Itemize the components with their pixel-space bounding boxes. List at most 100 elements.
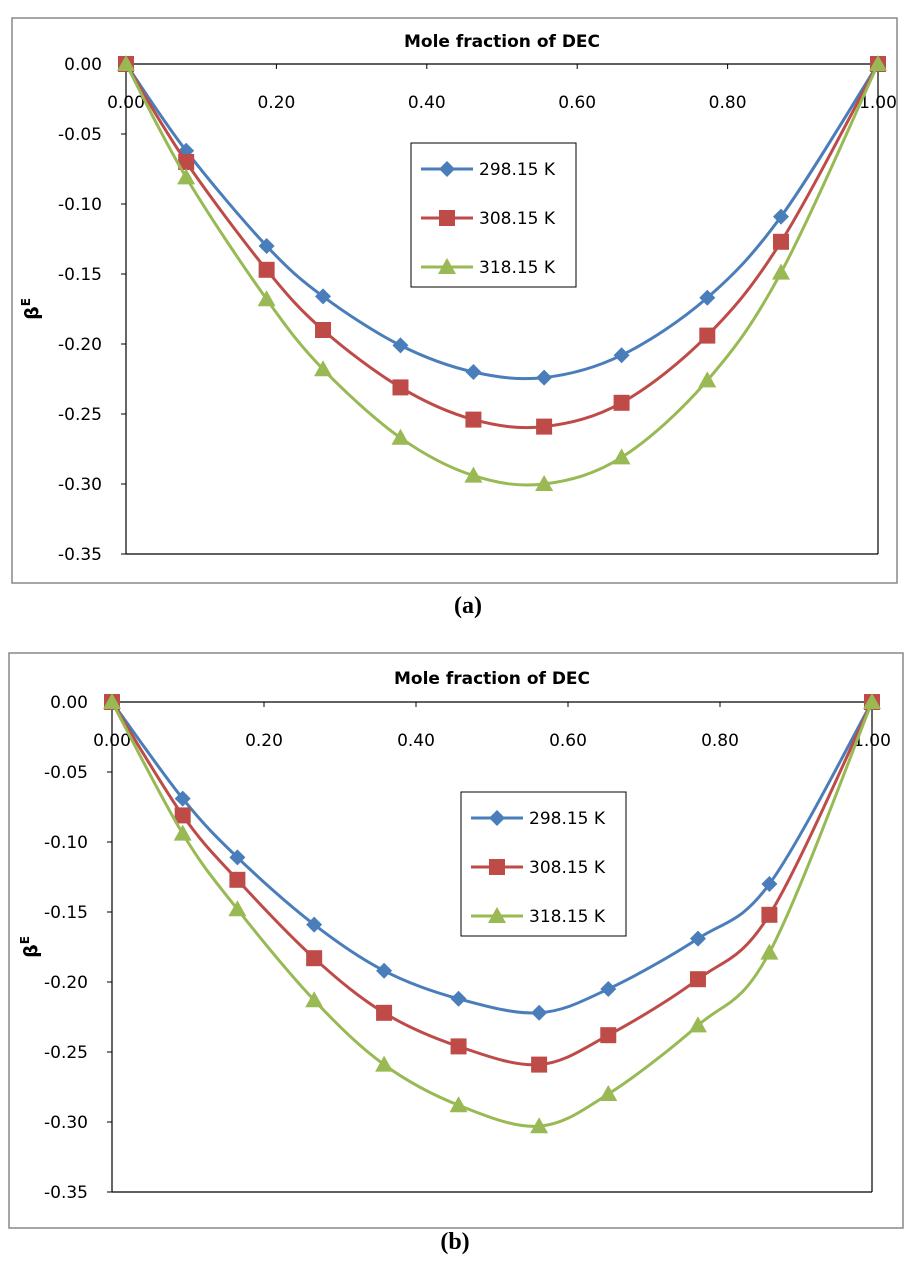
- chart-b-legend-box: [460, 791, 627, 937]
- chart-a-xtick-label: 0.00: [107, 93, 145, 113]
- chart-b-xtick-label: 0.60: [549, 731, 587, 751]
- chart-a-data-point: [315, 322, 332, 338]
- chart-a-ytick-label: -0.10: [58, 195, 102, 215]
- chart-a-data-point: [772, 208, 789, 225]
- chart-a-y-title-sup: E: [19, 298, 33, 306]
- chart-a-frame: [11, 17, 898, 584]
- chart-a-data-point: [535, 475, 554, 491]
- chart-a-data-point: [314, 360, 333, 377]
- chart-b-ytick-label: -0.25: [44, 1043, 88, 1063]
- chart-a-data-point: [613, 394, 630, 411]
- chart-a-data-point: [699, 289, 716, 306]
- chart-b-legend-label: 298.15 K: [529, 809, 606, 829]
- chart-a-series-2: [117, 55, 887, 491]
- chart-b-data-point: [599, 1085, 618, 1101]
- chart-b-svg: 0.00-0.05-0.10-0.15-0.20-0.25-0.30-0.350…: [8, 652, 904, 1255]
- chart-a-ytick-label: -0.20: [58, 335, 102, 355]
- chart-a-data-point: [464, 466, 483, 483]
- chart-a-data-point: [315, 288, 332, 305]
- chart-a-ytick-label: -0.05: [58, 125, 102, 145]
- chart-a-legend-label: 298.15 K: [479, 160, 556, 180]
- chart-a-ytick-label: 0.00: [64, 55, 102, 75]
- chart-b-ytick-label: -0.20: [44, 973, 88, 993]
- chart-a-data-point: [258, 261, 275, 278]
- chart-b-data-point: [600, 981, 617, 997]
- chart-b-ytick-label: -0.10: [44, 833, 88, 853]
- chart-a-series-line: [124, 63, 880, 381]
- chart-b-ytick-label: -0.15: [44, 903, 88, 923]
- chart-b-frame: [8, 652, 904, 1229]
- chart-a-ytick-label: -0.15: [58, 265, 102, 285]
- chart-b-series-2: [103, 693, 881, 1134]
- chart-a-caption: (a): [454, 593, 482, 619]
- chart-a-data-point: [536, 369, 553, 386]
- chart-b-data-point: [531, 1004, 548, 1021]
- chart-b-data-point: [376, 1004, 393, 1021]
- chart-b-series-line: [110, 701, 874, 1015]
- chart-a-data-point: [771, 263, 790, 280]
- chart-a-legend-label: 308.15 K: [479, 209, 556, 229]
- chart-a-x-title: Mole fraction of DEC: [404, 32, 600, 52]
- chart-b-data-point: [174, 807, 191, 824]
- chart-a-legend-box: [410, 142, 577, 288]
- chart-b-data-point: [600, 1027, 617, 1044]
- chart-b-legend-marker: [489, 810, 505, 826]
- chart-a-data-point: [178, 154, 195, 170]
- chart-a-data-point: [177, 168, 196, 185]
- chart-b-data-point: [450, 990, 467, 1007]
- chart-b-data-point: [761, 876, 778, 892]
- chart-b-data-point: [760, 943, 779, 960]
- chart-b-ytick-label: -0.30: [44, 1113, 88, 1133]
- chart-a-data-point: [613, 347, 630, 364]
- chart-b-ytick-label: -0.05: [44, 763, 88, 783]
- chart-b-data-point: [375, 1055, 394, 1072]
- chart-b-series-line: [110, 701, 874, 1128]
- chart-a-data-point: [392, 379, 409, 396]
- chart-b-xtick-label: 0.00: [93, 731, 131, 751]
- chart-b-legend-label: 308.15 K: [529, 858, 606, 878]
- chart-a-ytick-label: -0.25: [58, 405, 102, 425]
- chart-a-y-title: βE: [19, 298, 43, 320]
- chart-a-xtick-label: 1.00: [859, 93, 897, 113]
- chart-b-legend-marker: [488, 907, 506, 923]
- chart-b-data-point: [306, 950, 323, 967]
- chart-a-data-point: [772, 233, 789, 250]
- chart-a-data-point: [257, 290, 276, 307]
- chart-b-data-point: [174, 790, 191, 807]
- chart-b-data-point: [229, 871, 246, 888]
- chart-b-legend: 298.15 K 308.15 K 318.15 K: [460, 791, 627, 937]
- chart-a-data-point: [869, 55, 887, 71]
- chart-b-xtick-label: 0.80: [701, 731, 739, 751]
- chart-a-data-point: [465, 364, 482, 380]
- chart-a-ytick-label: -0.35: [58, 545, 102, 565]
- chart-a-data-point: [699, 327, 716, 344]
- chart-b-data-point: [688, 1016, 707, 1033]
- chart-panel-a: 0.00 -0.05 -0.10 -0.15 -0.20 -0.25 -0.30 -0.35 0…: [0, 0, 908, 630]
- chart-b-data-point: [689, 930, 706, 947]
- chart-b-data-point: [689, 971, 706, 988]
- chart-b-data-point: [863, 693, 881, 709]
- chart-b-y-title: βE: [18, 936, 42, 958]
- chart-a-legend-marker: [438, 258, 456, 274]
- chart-b-legend-label: 318.15 K: [529, 907, 606, 927]
- chart-a-xtick-label: 0.80: [709, 93, 747, 113]
- chart-b-data-point: [761, 906, 778, 923]
- chart-b-legend-marker: [489, 859, 505, 875]
- chart-a-svg: 0.00-0.05-0.10-0.15-0.20-0.25-0.30-0.350…: [11, 17, 898, 619]
- chart-a-data-point: [536, 418, 553, 435]
- chart-panel-b: 0.00 -0.05 -0.10 -0.15 -0.20 -0.25 -0.30 -0.35 0…: [0, 640, 908, 1265]
- chart-a-legend: 298.15 K 308.15 K 318.15 K: [410, 142, 577, 288]
- chart-a-data-point: [698, 371, 717, 388]
- chart-b-xtick-label: 1.00: [853, 731, 891, 751]
- chart-b-caption: (b): [440, 1229, 469, 1255]
- chart-b-y-title-sup: E: [18, 936, 32, 944]
- chart-b-data-point: [449, 1096, 468, 1113]
- chart-b-data-point: [228, 900, 247, 917]
- chart-a-series-1: [118, 56, 886, 435]
- chart-a-xtick-label: 0.40: [408, 93, 446, 113]
- chart-a-data-point: [612, 448, 631, 465]
- chart-b-ytick-label: 0.00: [50, 693, 88, 713]
- chart-b-data-point: [530, 1117, 549, 1134]
- chart-b-data-point: [306, 916, 323, 933]
- chart-b-xtick-label: 0.40: [397, 731, 435, 751]
